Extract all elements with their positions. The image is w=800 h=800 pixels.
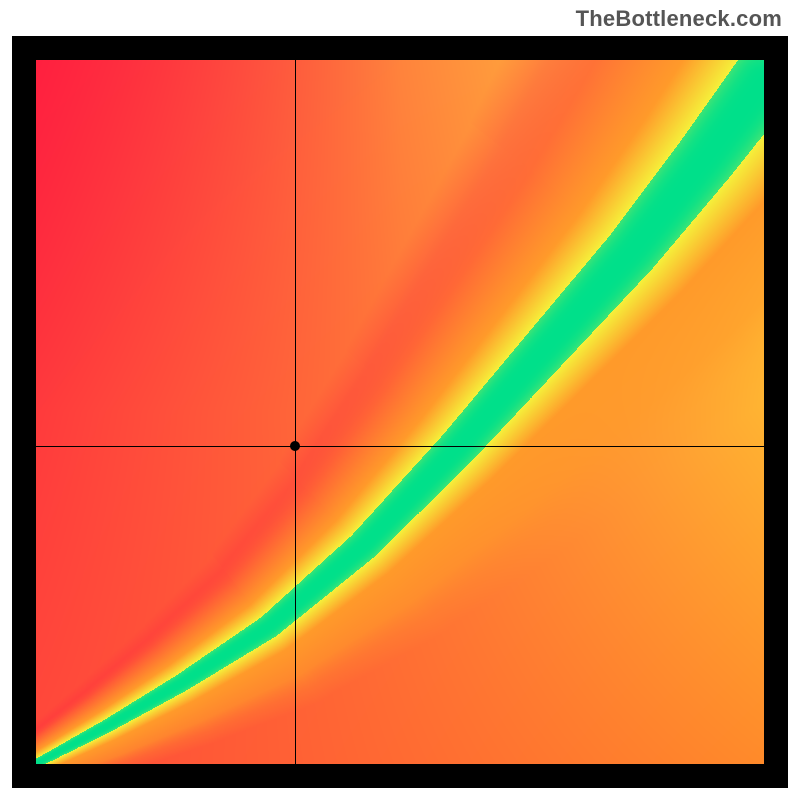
crosshair-vertical: [295, 60, 296, 764]
heatmap-canvas: [36, 60, 764, 764]
plot-area: [36, 60, 764, 764]
plot-frame: [12, 36, 788, 788]
crosshair-horizontal: [36, 446, 764, 447]
watermark-text: TheBottleneck.com: [576, 6, 782, 32]
root: TheBottleneck.com: [0, 0, 800, 800]
crosshair-marker: [290, 441, 300, 451]
